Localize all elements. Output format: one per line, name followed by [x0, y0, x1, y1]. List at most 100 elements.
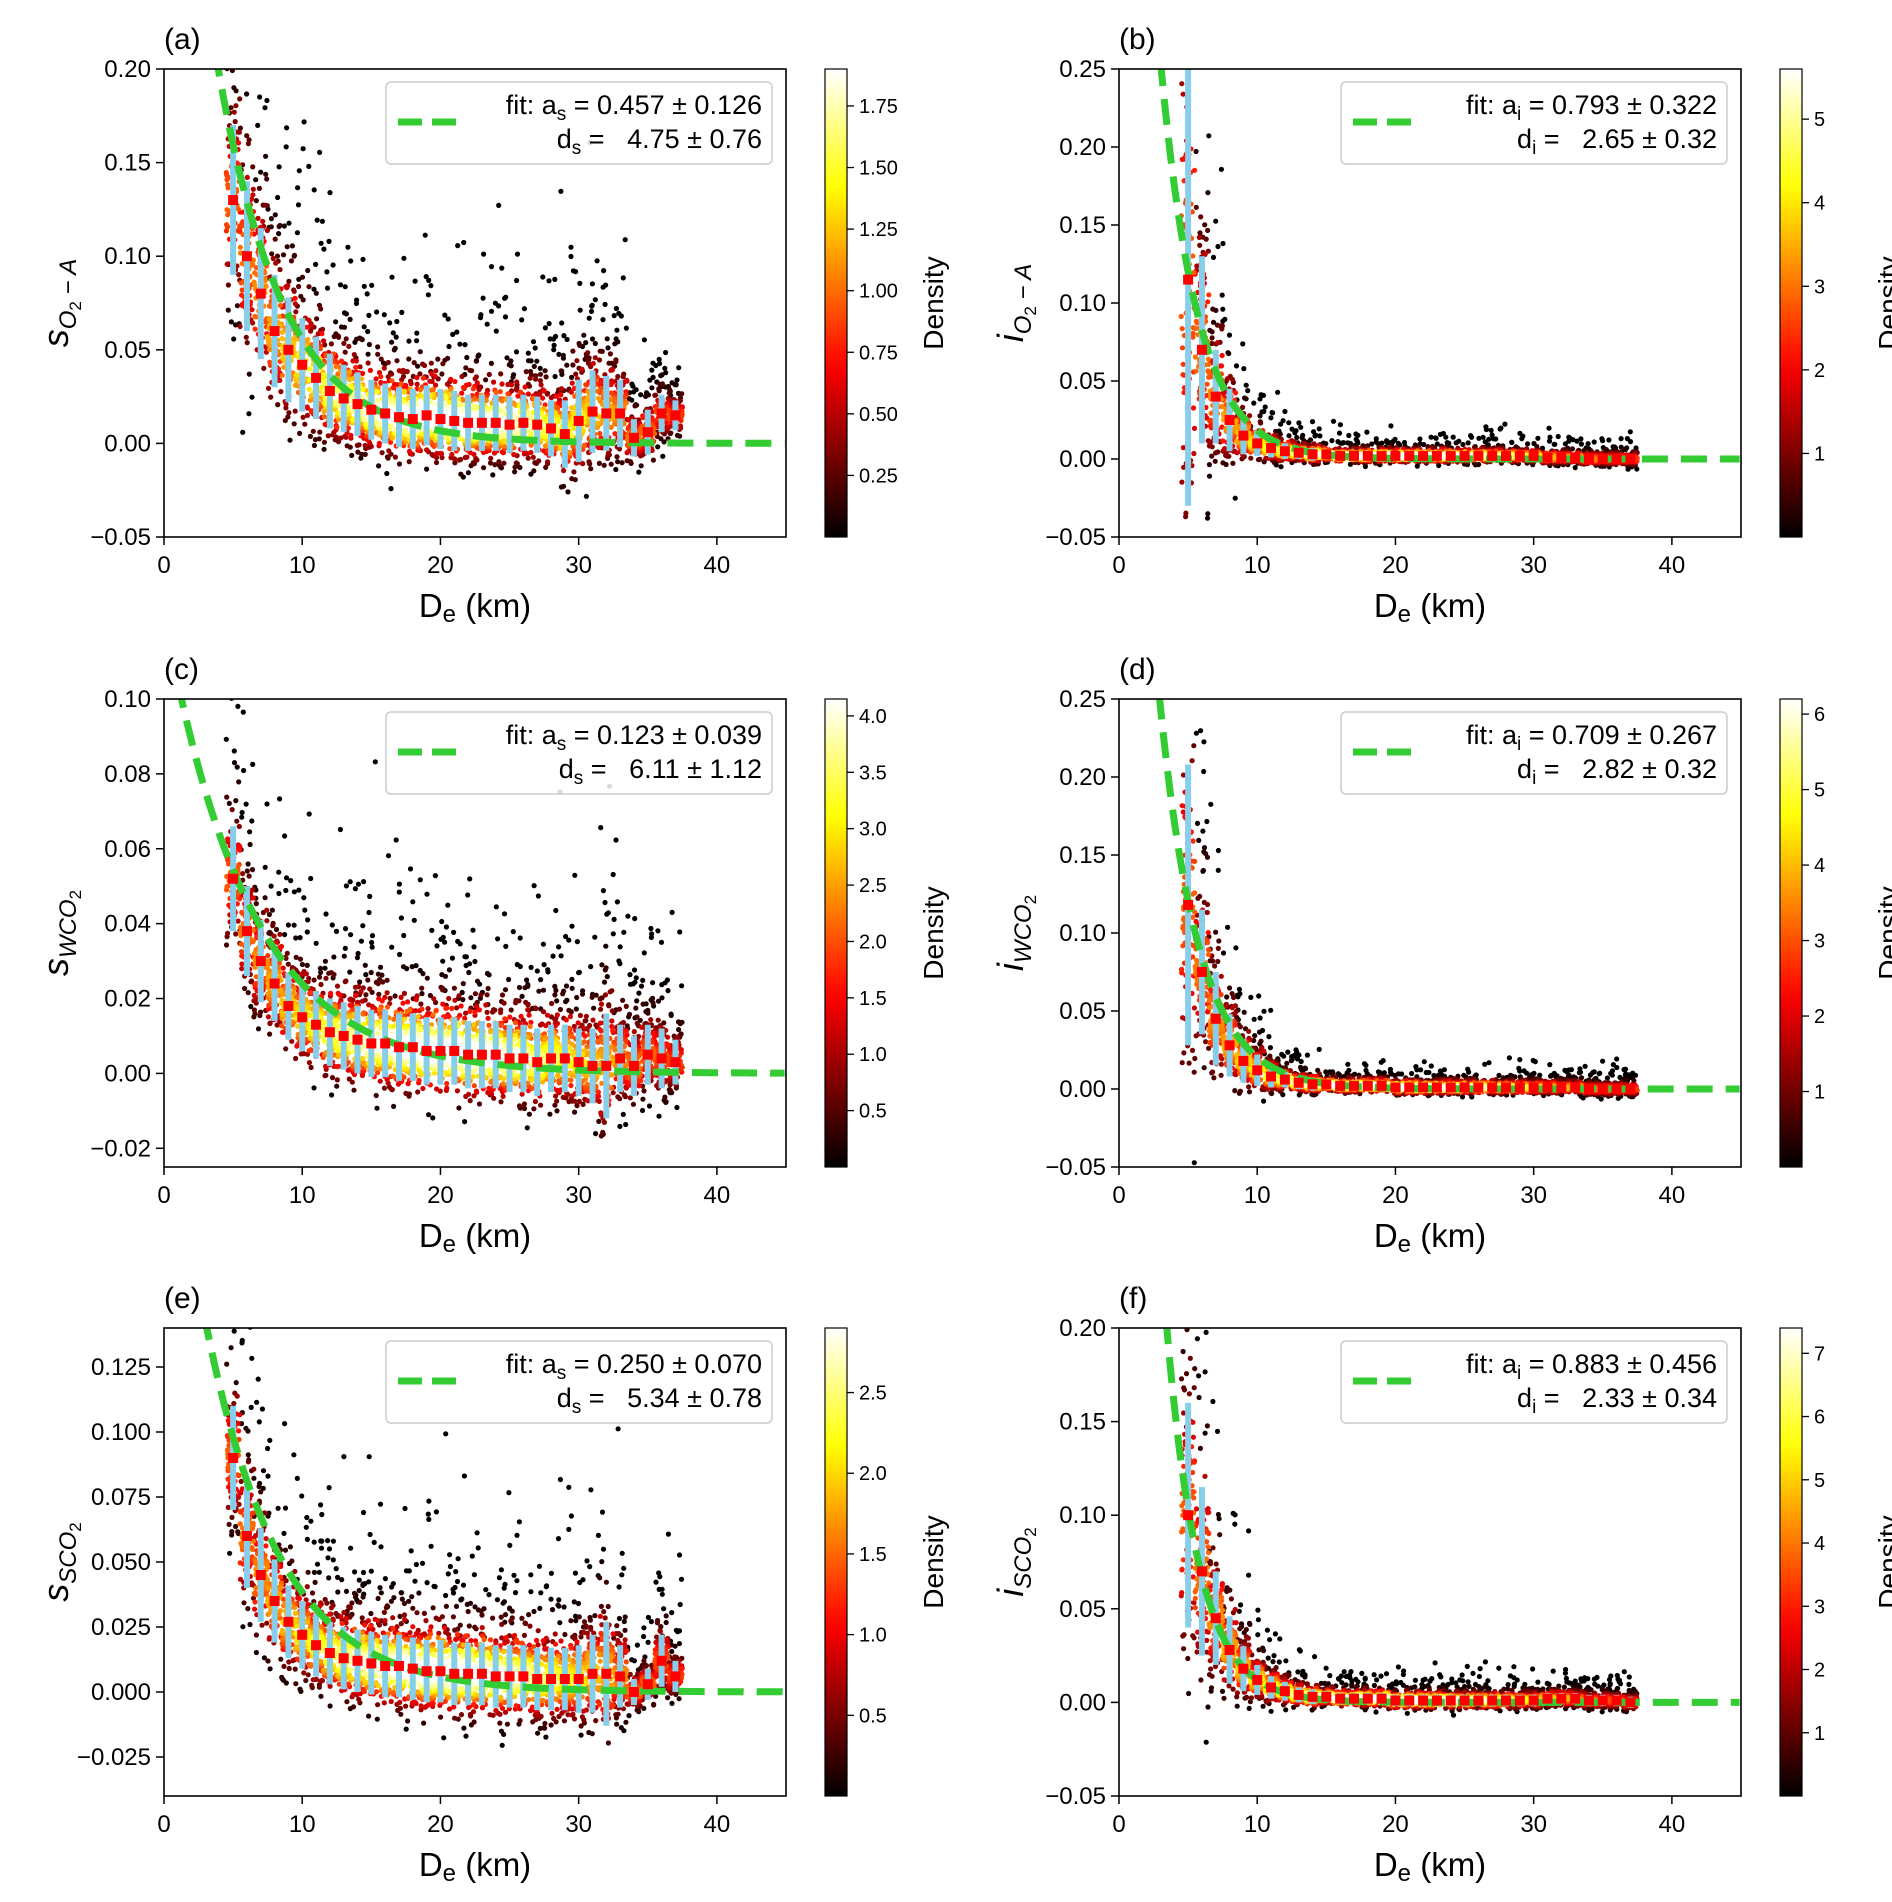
- scatter-point: [600, 284, 606, 290]
- scatter-point: [296, 168, 302, 174]
- scatter-point: [488, 264, 495, 270]
- scatter-point: [1220, 460, 1226, 466]
- scatter-point: [224, 177, 230, 183]
- scatter-point: [459, 390, 465, 396]
- scatter-point: [1618, 436, 1624, 442]
- legend-a-value: = 0.457 ± 0.126: [566, 90, 762, 120]
- scatter-point: [326, 238, 332, 244]
- scatter-point: [341, 324, 348, 330]
- scatter-point: [504, 355, 510, 361]
- scatter-point: [1209, 329, 1215, 335]
- scatter-point: [389, 274, 395, 280]
- scatter-point: [1493, 436, 1499, 442]
- median-marker: [297, 359, 308, 370]
- scatter-point: [1262, 404, 1268, 410]
- scatter-point: [237, 125, 243, 131]
- scatter-point: [640, 415, 646, 421]
- scatter-point: [1205, 190, 1211, 196]
- scatter-point: [304, 412, 311, 418]
- scatter-point: [321, 246, 327, 252]
- scatter-point: [324, 269, 330, 275]
- scatter-point: [525, 350, 531, 356]
- scatter-point: [399, 368, 405, 374]
- scatter-point: [387, 320, 393, 326]
- scatter-point: [403, 427, 409, 433]
- scatter-point: [1292, 430, 1298, 436]
- scatter-point: [592, 297, 598, 303]
- scatter-point: [347, 316, 353, 322]
- scatter-point: [310, 428, 316, 434]
- scatter-point: [496, 459, 502, 465]
- median-marker: [435, 414, 446, 425]
- scatter-point: [1450, 434, 1456, 440]
- scatter-point: [318, 306, 324, 312]
- scatter-point: [624, 378, 630, 384]
- scatter-point: [381, 365, 387, 371]
- scatter-point: [267, 359, 273, 365]
- scatter-point: [334, 360, 340, 366]
- scatter-point: [275, 194, 281, 201]
- scatter-point: [357, 364, 363, 370]
- scatter-point: [234, 4, 239, 9]
- scatter-point: [500, 450, 507, 456]
- scatter-point: [542, 325, 549, 331]
- scatter-point: [321, 446, 327, 452]
- scatter-point: [618, 313, 624, 319]
- scatter-point: [379, 450, 385, 456]
- y-tick-label: 0.00: [104, 430, 151, 457]
- scatter-point: [337, 282, 344, 288]
- scatter-point: [537, 365, 543, 371]
- scatter-point: [255, 122, 261, 128]
- scatter-point: [1179, 326, 1185, 332]
- scatter-point: [611, 395, 617, 401]
- scatter-point: [514, 277, 520, 284]
- scatter-point: [1205, 227, 1211, 233]
- scatter-point: [1202, 222, 1208, 228]
- scatter-point: [462, 342, 468, 348]
- scatter-point: [543, 374, 549, 380]
- median-marker: [546, 423, 557, 434]
- scatter-point: [1258, 420, 1264, 426]
- scatter-point: [284, 244, 290, 250]
- scatter-point: [477, 315, 484, 321]
- scatter-point: [600, 317, 606, 323]
- scatter-point: [292, 301, 298, 307]
- scatter-point: [525, 455, 531, 461]
- scatter-point: [488, 308, 495, 314]
- scatter-point: [476, 387, 482, 393]
- scatter-point: [262, 105, 268, 111]
- scatter-point: [649, 367, 655, 373]
- scatter-point: [589, 303, 595, 309]
- scatter-point: [1222, 446, 1228, 452]
- scatter-point: [596, 460, 603, 466]
- scatter-point: [541, 387, 547, 393]
- scatter-point: [364, 291, 370, 297]
- median-marker: [269, 326, 280, 337]
- scatter-point: [1243, 382, 1249, 388]
- scatter-point: [378, 356, 384, 362]
- scatter-point: [446, 343, 452, 350]
- plot-area: [1157, 69, 1740, 521]
- scatter-point: [444, 416, 450, 423]
- scatter-point: [381, 312, 387, 318]
- scatter-point: [1191, 425, 1198, 431]
- scatter-point: [376, 463, 382, 469]
- scatter-point: [284, 285, 290, 291]
- scatter-point: [1196, 234, 1202, 240]
- scatter-point: [335, 439, 342, 445]
- scatter-point: [448, 376, 454, 382]
- scatter-point: [346, 411, 352, 417]
- scatter-point: [1289, 426, 1295, 432]
- scatter-point: [469, 368, 475, 374]
- scatter-point: [446, 399, 452, 405]
- scatter-point: [676, 365, 682, 371]
- scatter-point: [224, 222, 230, 228]
- median-marker: [463, 417, 474, 428]
- scatter-point: [250, 164, 256, 170]
- scatter-point: [359, 451, 365, 457]
- scatter-point: [598, 385, 604, 391]
- scatter-point: [353, 300, 360, 306]
- scatter-point: [237, 250, 244, 256]
- scatter-point: [473, 455, 479, 462]
